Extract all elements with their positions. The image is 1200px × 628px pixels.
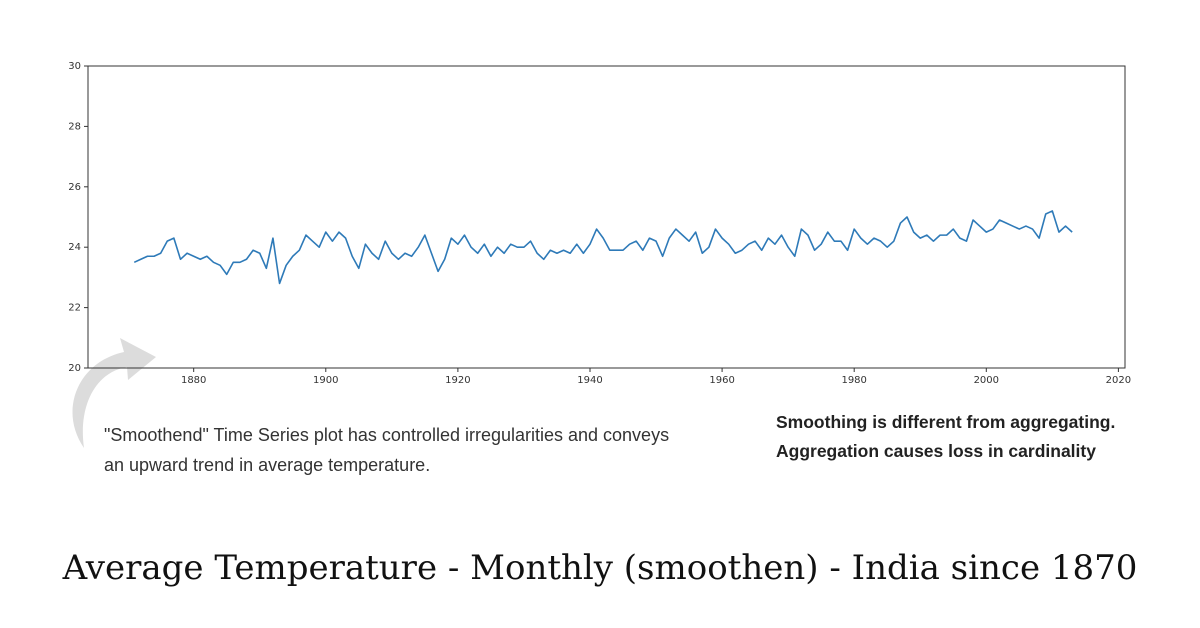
y-tick-label: 30: [68, 61, 81, 72]
plot-frame: [87, 65, 1126, 369]
y-tick-label: 22: [68, 303, 81, 314]
x-tick-label: 2000: [974, 375, 999, 386]
y-tick-label: 26: [68, 182, 81, 193]
curved-arrow: [72, 338, 156, 448]
x-tick-label: 1920: [445, 375, 470, 386]
annotation: "Smoothend" Time Series plot has control…: [104, 425, 670, 475]
annotation: Smoothing is different from aggregating.…: [776, 412, 1116, 461]
x-tick-label: 2020: [1106, 375, 1131, 386]
y-tick-label: 24: [68, 242, 81, 253]
chart-title: Average Temperature - Monthly (smoothen)…: [62, 548, 1138, 588]
x-tick-label: 1940: [577, 375, 602, 386]
x-tick-label: 1980: [841, 375, 866, 386]
y-tick-label: 28: [68, 121, 81, 132]
x-tick-label: 1900: [313, 375, 338, 386]
y-tick-label: 20: [68, 363, 81, 374]
x-tick-label: 1880: [181, 375, 206, 386]
x-tick-label: 1960: [709, 375, 734, 386]
line: [133, 210, 1073, 285]
